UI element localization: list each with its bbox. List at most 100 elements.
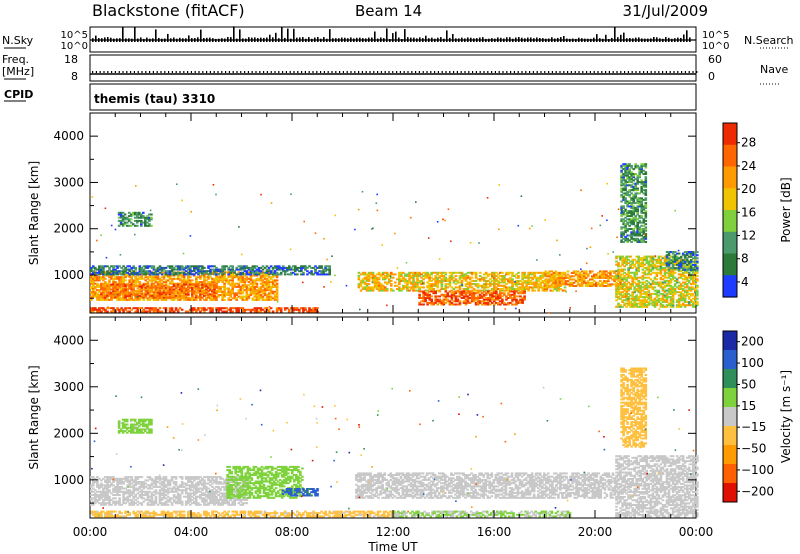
- power-cell: [304, 308, 307, 311]
- power-cell: [170, 279, 174, 282]
- power-cell: [521, 281, 524, 284]
- power-cell: [629, 297, 632, 300]
- power-cell: [142, 296, 146, 299]
- power-cell: [128, 285, 131, 288]
- power-cell: [659, 304, 663, 307]
- power-cell: [623, 281, 626, 284]
- power-cell: [645, 304, 649, 307]
- power-cell: [649, 302, 653, 305]
- power-cell: [603, 272, 606, 274]
- power-cell: [673, 279, 677, 282]
- power-cell: [197, 284, 200, 287]
- nave-point: [418, 71, 420, 73]
- power-cell: [176, 285, 180, 288]
- power-cell: [255, 284, 259, 287]
- power-cell: [371, 288, 375, 290]
- power-cell: [201, 290, 204, 293]
- power-cell: [619, 275, 622, 277]
- power-cell: [273, 273, 277, 276]
- power-cell: [122, 281, 125, 284]
- power-cell: [152, 283, 156, 286]
- power-cell: [416, 283, 419, 286]
- power-cell: [452, 276, 456, 279]
- nave-point: [449, 71, 451, 73]
- power-cell: [665, 268, 669, 271]
- power-cell: [647, 291, 651, 294]
- power-cell: [430, 300, 433, 303]
- power-cell: [365, 286, 369, 289]
- power-cell: [229, 295, 232, 298]
- power-cell: [201, 266, 204, 269]
- power-cell: [164, 279, 168, 282]
- power-cell: [470, 292, 474, 295]
- power-cell: [418, 301, 421, 304]
- power-cell: [178, 285, 182, 288]
- power-cell: [96, 295, 99, 298]
- power-cell: [365, 275, 369, 277]
- power-cell: [170, 308, 174, 311]
- power-cell: [633, 273, 636, 276]
- nave-point: [692, 71, 694, 73]
- power-cell: [203, 294, 206, 297]
- nave-point: [548, 71, 550, 73]
- power-cell: [426, 275, 429, 277]
- power-cell: [184, 293, 188, 296]
- power-cell: [106, 310, 109, 313]
- power-cell: [154, 270, 158, 273]
- power-cell: [110, 273, 113, 276]
- power-cell: [615, 296, 618, 299]
- nsky-bar: [593, 37, 595, 42]
- power-cell: [178, 291, 182, 294]
- power-cell: [239, 285, 243, 288]
- power-cell: [148, 286, 152, 289]
- power-cell: [398, 276, 401, 279]
- power-cell: [235, 276, 238, 279]
- power-cell: [269, 297, 273, 300]
- power-cell: [275, 282, 279, 285]
- power-cell: [601, 281, 604, 284]
- power-cell: [683, 289, 687, 292]
- power-cell: [617, 265, 620, 268]
- nsky-bar: [275, 32, 277, 42]
- power-cell: [462, 273, 466, 276]
- nsky-bar: [623, 32, 625, 42]
- power-cell: [211, 310, 214, 313]
- power-cell: [168, 277, 172, 280]
- power-cell: [464, 298, 468, 301]
- nsky-bar: [209, 37, 211, 42]
- power-cell: [261, 268, 265, 271]
- power-cell: [233, 285, 236, 288]
- power-cell: [144, 266, 148, 269]
- nave-point: [259, 71, 261, 73]
- power-cell: [599, 285, 602, 287]
- nsky-bar: [263, 37, 265, 42]
- power-cell: [507, 293, 510, 296]
- power-cell: [122, 283, 125, 286]
- power-cell: [474, 275, 478, 277]
- power-cell: [146, 297, 150, 300]
- power-cell: [126, 289, 129, 292]
- power-cell: [156, 308, 160, 311]
- power-cell: [203, 273, 206, 275]
- power-cell: [114, 276, 117, 279]
- power-cell: [205, 271, 208, 274]
- power-cell: [94, 279, 97, 282]
- power-cell: [450, 289, 454, 292]
- power-cell: [525, 286, 528, 289]
- power-cell: [215, 276, 218, 279]
- power-cell: [687, 276, 691, 279]
- power-cell: [444, 293, 448, 296]
- nsky-bar: [425, 35, 427, 42]
- nave-point: [639, 71, 641, 73]
- power-cell: [132, 274, 135, 277]
- power-cell: [535, 276, 538, 279]
- power-cell: [671, 296, 675, 299]
- power-cell: [493, 300, 496, 303]
- power-cell: [249, 273, 253, 276]
- nave-point: [255, 71, 257, 73]
- nave-point: [494, 71, 496, 73]
- power-cell: [637, 288, 640, 290]
- power-cell: [420, 290, 423, 293]
- power-cell: [265, 287, 269, 290]
- power-cell: [122, 310, 125, 313]
